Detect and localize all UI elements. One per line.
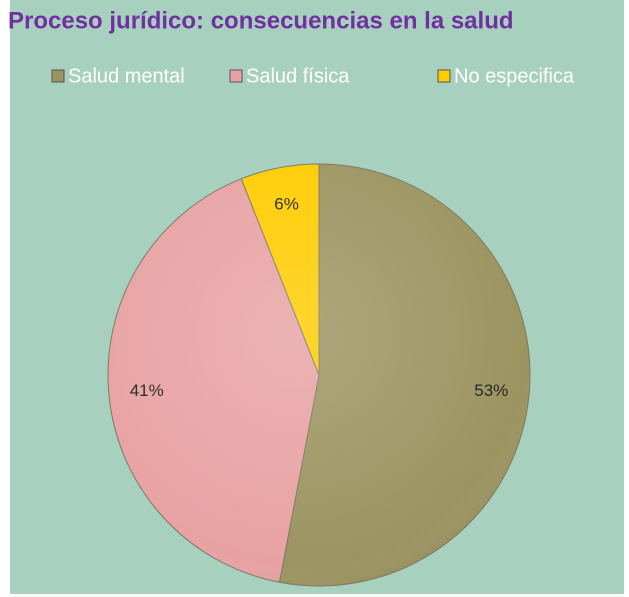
- legend-label: No especifica: [454, 65, 575, 87]
- legend-swatch: [437, 69, 451, 83]
- legend-swatch: [51, 69, 65, 83]
- data-label: 6%: [274, 195, 299, 214]
- legend-label: Salud física: [246, 65, 350, 87]
- legend-label: Salud mental: [68, 65, 185, 87]
- data-label: 41%: [130, 381, 164, 400]
- data-label: 53%: [474, 381, 508, 400]
- chart-title: Proceso jurídico: consecuencias en la sa…: [8, 7, 514, 34]
- legend-swatch: [229, 69, 243, 83]
